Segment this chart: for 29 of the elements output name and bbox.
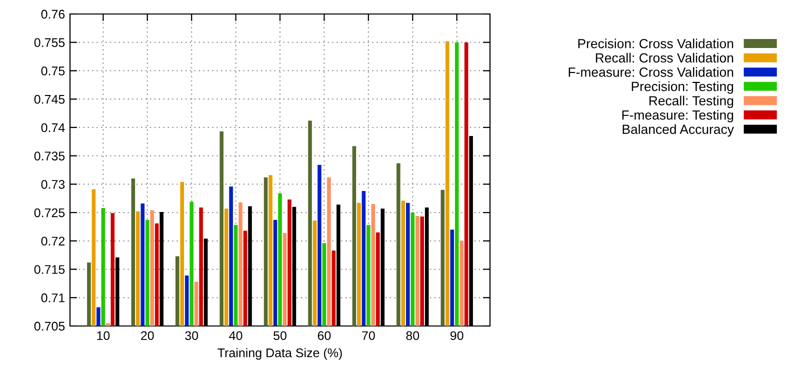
x-tick-label: 80 [406,331,420,340]
x-tick-label: 60 [318,331,331,340]
x-tick-label: 50 [274,331,286,340]
x-tick-label: 30 [185,331,198,340]
legend-label: F-measure: Testing [622,110,734,122]
x-axis-title: Training Data Size (%) [218,348,342,360]
x-tick-label: 90 [450,331,464,340]
legend-label: Precision: Cross Validation [578,38,734,48]
y-tick-label: 0.715 [34,265,65,274]
x-tick-label: 20 [141,331,154,340]
y-tick-label: 0.745 [34,94,65,104]
y-tick-label: 0.73 [41,180,65,189]
y-tick-label: 0.71 [41,293,65,302]
y-tick-label: 0.755 [34,38,65,48]
y-tick-label: 0.76 [41,10,65,19]
legend-label: Recall: Testing [649,96,734,108]
y-tick-label: 0.735 [34,152,65,160]
y-tick-label: 0.75 [41,66,65,76]
y-tick-label: 0.725 [34,208,65,218]
legend-label: F-measure: Cross Validation [568,67,734,77]
x-tick-label: 70 [362,331,375,340]
y-tick-label: 0.74 [41,123,65,132]
y-tick-label: 0.705 [34,322,65,331]
legend-label: Recall: Cross Validation [596,52,734,63]
legend-label: Precision: Testing [632,81,734,94]
legend-label: Balanced Accuracy [622,124,734,137]
x-tick-label: 40 [229,331,242,340]
y-tick-label: 0.72 [41,236,65,246]
x-tick-label: 10 [97,331,110,340]
